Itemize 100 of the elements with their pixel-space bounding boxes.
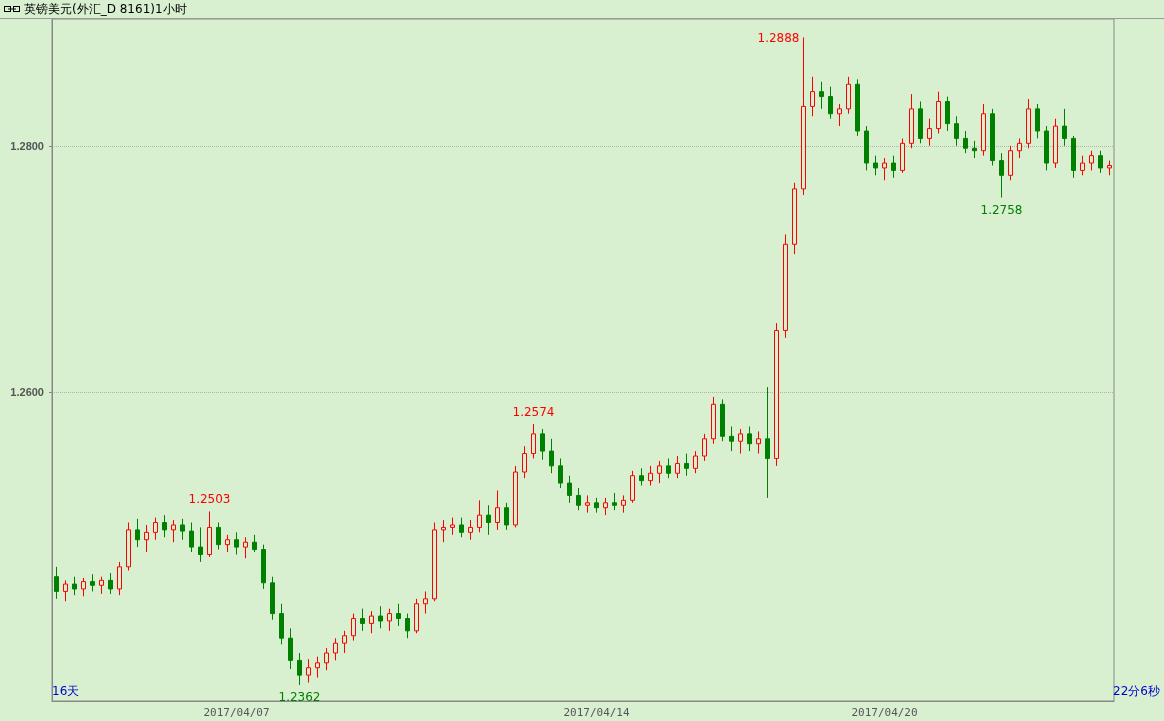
candlestick <box>1098 150 1103 174</box>
y-tick-label: 1.2600 <box>10 386 44 399</box>
candlestick <box>540 428 545 461</box>
candlestick <box>702 433 707 462</box>
candlestick <box>180 518 185 541</box>
candlestick <box>198 526 203 563</box>
candlestick <box>432 522 437 602</box>
candlestick <box>504 502 509 531</box>
candlestick <box>792 182 797 255</box>
annotation: 22分6秒 <box>1113 684 1160 698</box>
candlestick <box>549 438 554 474</box>
candlestick <box>72 576 77 596</box>
candlestick <box>648 465 653 487</box>
candlestick <box>1035 103 1040 139</box>
candlestick <box>1062 108 1067 147</box>
candlestick <box>666 457 671 479</box>
candlestick <box>63 579 68 602</box>
candlestick <box>270 576 275 621</box>
candlestick <box>945 96 950 132</box>
candlestick <box>54 566 59 600</box>
candlestick <box>162 514 167 538</box>
candlestick <box>279 603 284 645</box>
candlestick <box>783 233 788 339</box>
candlestick <box>684 453 689 477</box>
candlestick <box>261 544 266 590</box>
candlestick <box>756 430 761 455</box>
candlestick <box>324 647 329 671</box>
candlestick <box>585 494 590 514</box>
candlestick <box>351 613 356 642</box>
candlestick <box>747 425 752 452</box>
candlestick <box>1071 135 1076 179</box>
candlestick <box>441 519 446 543</box>
candlestick <box>387 608 392 632</box>
candlestick <box>423 590 428 615</box>
candlestick <box>837 103 842 127</box>
candlestick <box>369 610 374 634</box>
annotation: 1.2888 <box>757 31 800 46</box>
candlestick <box>954 115 959 147</box>
candlestick <box>576 487 581 511</box>
candlestick <box>558 457 563 489</box>
candlestick <box>243 536 248 559</box>
candlestick <box>531 423 536 459</box>
annotation: 16天 <box>52 684 80 698</box>
candlestick <box>1044 125 1049 171</box>
candlestick <box>675 455 680 479</box>
candlestick <box>1089 150 1094 171</box>
candlestick <box>999 152 1004 198</box>
candlestick <box>1107 160 1112 176</box>
candlestick <box>801 36 806 196</box>
candlestick <box>657 460 662 484</box>
candlestick <box>1026 98 1031 149</box>
candlestick <box>990 108 995 166</box>
candlestick <box>1080 155 1085 176</box>
chart-title: 英镑美元(外汇_D 8161)1小时 <box>24 1 187 18</box>
candlestick <box>144 524 149 553</box>
candlestick <box>135 518 140 548</box>
candlestick <box>612 492 617 511</box>
candlestick <box>486 504 491 536</box>
candlestick <box>567 475 572 504</box>
candlestick <box>252 534 257 553</box>
candlestick <box>603 497 608 516</box>
candlestick <box>306 658 311 684</box>
candlestick <box>297 652 302 686</box>
candlestick <box>972 140 977 159</box>
candlestick <box>639 467 644 487</box>
candlestick <box>774 322 779 467</box>
candlestick <box>882 157 887 181</box>
annotation: 1.2362 <box>278 690 321 704</box>
candlestick <box>963 130 968 154</box>
candlestick <box>378 605 383 629</box>
candlestick <box>513 465 518 528</box>
candlestick <box>828 86 833 120</box>
candlestick <box>1053 118 1058 169</box>
candlestick <box>855 78 860 137</box>
candlestick <box>90 573 95 592</box>
candlestick <box>711 396 716 445</box>
candlestick <box>459 517 464 538</box>
candlestick <box>333 637 338 661</box>
candlestick <box>810 76 815 117</box>
candlestick <box>450 517 455 536</box>
candlestick <box>99 576 104 595</box>
annotation: 1.2503 <box>188 492 231 507</box>
candlestick <box>819 81 824 110</box>
candlestick <box>189 522 194 553</box>
candlestick <box>522 445 527 479</box>
candlestick <box>153 517 158 541</box>
candlestick <box>873 155 878 176</box>
candlestick <box>207 510 212 558</box>
candlestick <box>693 450 698 474</box>
candlestick <box>846 76 851 115</box>
candlestick <box>342 630 347 654</box>
candlestick <box>234 531 239 556</box>
candlestick <box>927 118 932 147</box>
candlestick <box>909 93 914 149</box>
candlestick <box>729 425 734 452</box>
candlestick <box>981 103 986 157</box>
candlestick <box>765 386 770 499</box>
candlestick <box>108 572 113 595</box>
x-tick-label: 2017/04/14 <box>563 706 630 719</box>
x-tick-label: 2017/04/20 <box>851 706 918 719</box>
